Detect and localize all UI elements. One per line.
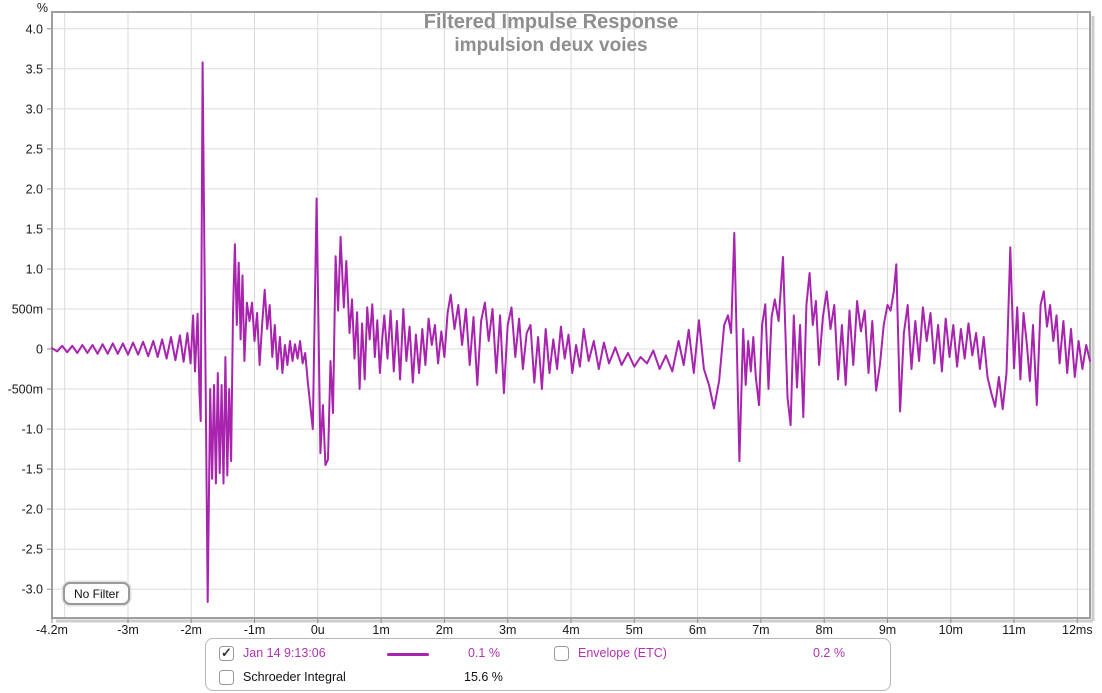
- svg-text:3m: 3m: [499, 623, 516, 637]
- svg-text:-3.0: -3.0: [21, 583, 43, 597]
- svg-text:6m: 6m: [689, 623, 706, 637]
- svg-text:-4.2m: -4.2m: [36, 623, 68, 637]
- svg-text:4.0: 4.0: [26, 22, 43, 36]
- measurement-line-swatch: [387, 653, 429, 656]
- svg-text:-1m: -1m: [244, 623, 266, 637]
- x-axis-labels: -4.2m -3m -2m -1m 0u 1m 2m 3m 4m 5m 6m 7m 8m 9m 10m 11m…: [36, 623, 1093, 637]
- svg-text:1.5: 1.5: [26, 222, 43, 236]
- svg-text:1.0: 1.0: [26, 263, 43, 277]
- svg-text:2.0: 2.0: [26, 182, 43, 196]
- y-axis-labels: 4.0 3.5 3.0 2.5 2.0 1.5 1.0 500m 0 -500m -1.0 -1.5 -…: [8, 22, 43, 596]
- measurement-label: Jan 14 9:13:06: [243, 646, 326, 660]
- svg-text:0u: 0u: [311, 623, 325, 637]
- envelope-value: 0.2 %: [813, 646, 845, 660]
- svg-text:-2m: -2m: [180, 623, 202, 637]
- svg-text:500m: 500m: [12, 303, 43, 317]
- svg-text:2.5: 2.5: [26, 142, 43, 156]
- envelope-label: Envelope (ETC): [578, 646, 667, 660]
- svg-text:11m: 11m: [1002, 623, 1025, 637]
- svg-text:-3m: -3m: [117, 623, 139, 637]
- svg-text:0: 0: [36, 343, 43, 357]
- gridlines: [52, 12, 1090, 618]
- impulse-trace: [51, 61, 1091, 603]
- svg-text:2m: 2m: [436, 623, 453, 637]
- svg-text:3.5: 3.5: [26, 62, 43, 76]
- axis-ticks: [47, 28, 1078, 623]
- svg-text:8m: 8m: [816, 623, 833, 637]
- svg-text:4m: 4m: [562, 623, 579, 637]
- schroeder-value: 15.6 %: [464, 670, 503, 684]
- svg-text:-500m: -500m: [8, 383, 43, 397]
- svg-text:1m: 1m: [372, 623, 389, 637]
- svg-text:7m: 7m: [752, 623, 769, 637]
- schroeder-checkbox[interactable]: [219, 670, 234, 685]
- svg-text:12ms: 12ms: [1062, 623, 1093, 637]
- svg-text:3.0: 3.0: [26, 102, 43, 116]
- svg-text:9m: 9m: [879, 623, 896, 637]
- legend-box: Jan 14 9:13:06 0.1 % Envelope (ETC) 0.2 …: [205, 638, 891, 691]
- svg-text:-2.0: -2.0: [21, 503, 43, 517]
- y-axis-unit-label: %: [36, 1, 48, 15]
- frame-shadow: [56, 16, 1095, 623]
- svg-text:-2.5: -2.5: [21, 543, 43, 557]
- envelope-checkbox[interactable]: [554, 646, 569, 661]
- svg-text:10m: 10m: [939, 623, 963, 637]
- svg-text:-1.5: -1.5: [21, 463, 43, 477]
- no-filter-button[interactable]: No Filter: [63, 582, 131, 605]
- svg-text:5m: 5m: [626, 623, 643, 637]
- measurement-value: 0.1 %: [468, 646, 500, 660]
- schroeder-label: Schroeder Integral: [243, 670, 346, 684]
- plot-frame: [51, 11, 1091, 619]
- measurement-checkbox[interactable]: [219, 645, 234, 661]
- svg-text:-1.0: -1.0: [21, 423, 43, 437]
